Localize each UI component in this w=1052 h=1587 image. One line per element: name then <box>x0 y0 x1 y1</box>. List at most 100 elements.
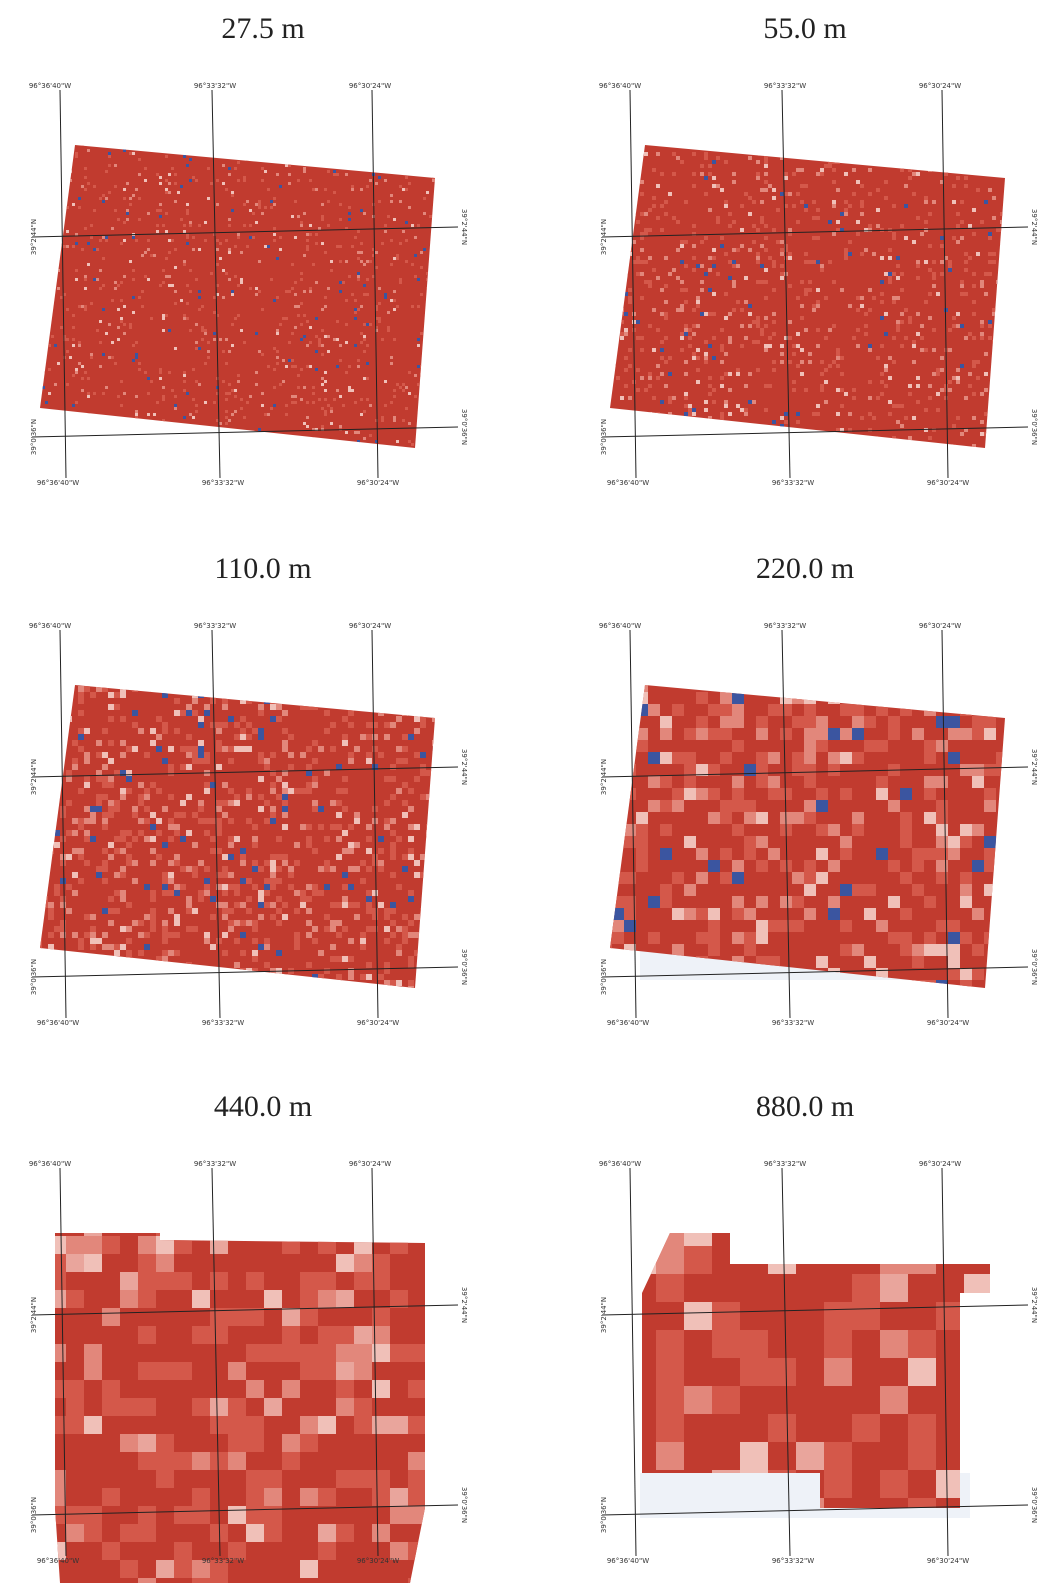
raster-cell <box>756 776 768 788</box>
raster-cell <box>764 408 768 412</box>
raster-cell <box>216 824 222 830</box>
raster-cell <box>411 263 414 266</box>
raster-cell <box>366 1004 372 1010</box>
raster-cell <box>860 184 864 188</box>
raster-cell <box>321 353 324 356</box>
raster-cell <box>756 160 760 164</box>
raster-cell <box>996 228 1000 232</box>
raster-cell <box>195 323 198 326</box>
raster-cell <box>816 716 828 728</box>
raster-cell <box>692 172 696 176</box>
raster-cell <box>78 197 81 200</box>
raster-cell <box>908 384 912 388</box>
raster-cell <box>54 788 60 794</box>
raster-cell <box>640 336 644 340</box>
raster-cell <box>126 902 132 908</box>
raster-cell <box>832 360 836 364</box>
raster-cell <box>276 908 282 914</box>
raster-cell <box>420 998 426 1004</box>
raster-cell <box>612 464 616 468</box>
raster-cell <box>291 482 294 485</box>
raster-cell <box>720 236 724 240</box>
raster-cell <box>712 256 716 260</box>
raster-cell <box>102 932 108 938</box>
raster-cell <box>608 212 612 216</box>
raster-cell <box>150 485 153 488</box>
raster-cell <box>752 472 756 476</box>
raster-cell <box>336 824 342 830</box>
raster-cell <box>222 746 228 752</box>
raster-cell <box>924 408 928 412</box>
raster-cell <box>708 980 720 992</box>
raster-cell <box>84 176 87 179</box>
raster-cell <box>354 146 357 149</box>
raster-cell <box>150 812 156 818</box>
raster-cell <box>360 251 363 254</box>
raster-cell <box>432 1028 438 1034</box>
raster-cell <box>724 404 728 408</box>
raster-cell <box>189 290 192 293</box>
raster-cell <box>414 254 417 257</box>
raster-cell <box>231 515 234 518</box>
raster-cell <box>748 312 752 316</box>
figure: 27.5 m96°36'40"W96°36'40"W96°33'32"W96°3… <box>0 0 1052 1587</box>
raster-cell <box>1016 436 1020 440</box>
raster-cell <box>39 152 42 155</box>
raster-cell <box>1008 500 1012 504</box>
raster-cell <box>168 680 174 686</box>
raster-cell <box>285 140 288 143</box>
raster-cell <box>1008 728 1020 740</box>
raster-cell <box>438 1010 444 1016</box>
raster-cell <box>988 236 992 240</box>
raster-cell <box>198 716 204 722</box>
raster-cell <box>692 232 696 236</box>
raster-cell <box>222 152 225 155</box>
raster-cell <box>756 228 760 232</box>
raster-cell <box>288 359 291 362</box>
raster-cell <box>63 167 66 170</box>
raster-cell <box>792 344 796 348</box>
raster-cell <box>620 464 624 468</box>
raster-cell <box>438 728 444 734</box>
raster-cell <box>876 848 888 860</box>
raster-cell <box>1008 740 1020 752</box>
raster-cell <box>824 164 828 168</box>
raster-cell <box>66 686 72 692</box>
raster-cell <box>405 170 408 173</box>
raster-cell <box>996 932 1008 944</box>
raster-cell <box>174 248 177 251</box>
raster-cell <box>712 264 716 268</box>
raster-cell <box>162 317 165 320</box>
raster-cell <box>420 980 426 986</box>
raster-cell <box>138 1452 156 1470</box>
raster-cell <box>888 728 900 740</box>
raster-cell <box>912 944 924 956</box>
raster-cell <box>330 467 333 470</box>
raster-cell <box>724 204 728 208</box>
raster-cell <box>684 412 688 416</box>
raster-cell <box>812 452 816 456</box>
raster-cell <box>93 185 96 188</box>
raster-cell <box>696 1004 708 1016</box>
raster-cell <box>48 176 51 179</box>
raster-cell <box>664 212 668 216</box>
raster-cell <box>396 980 402 986</box>
raster-cell <box>1004 252 1008 256</box>
raster-cell <box>924 260 928 264</box>
raster-cell <box>952 508 956 512</box>
raster-cell <box>321 215 324 218</box>
raster-cell <box>438 152 441 155</box>
raster-cell <box>300 788 306 794</box>
raster-cell <box>246 920 252 926</box>
raster-cell <box>704 424 708 428</box>
raster-cell <box>282 1010 288 1016</box>
raster-cell <box>390 920 396 926</box>
raster-cell <box>309 365 312 368</box>
raster-cell <box>30 734 36 740</box>
raster-cell <box>66 1254 84 1272</box>
raster-cell <box>171 389 174 392</box>
raster-cell <box>174 812 180 818</box>
raster-cell <box>852 336 856 340</box>
raster-cell <box>138 158 141 161</box>
raster-cell <box>640 348 644 352</box>
